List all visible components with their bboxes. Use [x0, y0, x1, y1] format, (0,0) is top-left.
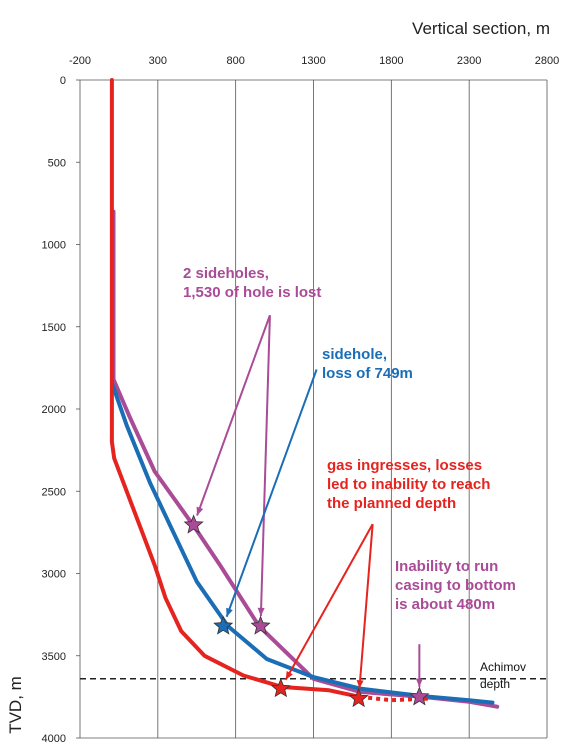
star-marker	[213, 615, 234, 635]
annotation-text: 2 sideholes, 1,530 of hole is lost	[183, 265, 321, 301]
annotation-text: sidehole, loss of 749m	[322, 346, 413, 382]
annotation-text-line: sidehole,	[322, 346, 387, 363]
y-tick-label: 1500	[42, 322, 66, 334]
annotation-leader-line	[196, 314, 271, 516]
annotation-text-line: gas ingresses, losses	[327, 457, 482, 474]
star-marker	[183, 514, 204, 534]
star-marker	[270, 678, 291, 698]
x-tick-label: 800	[226, 55, 244, 67]
annotation-leader-line	[259, 315, 271, 617]
axes-layer: -200 300 800 1300 1800 2300 2800 0 500 1000 1500 20…	[42, 55, 560, 745]
annotation-text-line: 1,530 of hole is lost	[183, 284, 321, 301]
annotation-text-line: Inability to run	[395, 558, 498, 575]
y-tick-label: 500	[48, 157, 66, 169]
achimov-label-line: Achimov	[480, 660, 526, 674]
y-axis-title: TVD, m	[6, 676, 25, 734]
annotation-text-line: the planned depth	[327, 495, 456, 512]
annotation-leader-line	[358, 524, 374, 689]
y-tick-label: 3000	[42, 569, 66, 581]
x-tick-label: 1800	[379, 55, 403, 67]
y-tick-label: 2500	[42, 486, 66, 498]
y-tick-label: 1000	[42, 240, 66, 252]
annotation-arrowhead	[285, 670, 293, 680]
annotation-text-line: 2 sideholes,	[183, 265, 269, 282]
annotation-leader-line	[225, 369, 318, 618]
x-tick-label: 2800	[535, 55, 559, 67]
star-marker	[250, 615, 271, 635]
x-tick-label: 1300	[301, 55, 325, 67]
annotation-arrowhead	[415, 678, 423, 687]
annotation-text-line: led to inability to reach	[327, 476, 490, 493]
y-tick-label: 2000	[42, 404, 66, 416]
achimov-label-line: depth	[480, 677, 510, 691]
annotation-text-line: casing to bottom	[395, 577, 516, 594]
annotation-text-line: loss of 749m	[322, 365, 413, 382]
annotation-arrowhead	[356, 680, 364, 689]
annotation-leader-line	[284, 523, 374, 681]
achimov-depth-label: Achimov depth	[480, 660, 526, 691]
annotation-arrowhead	[196, 506, 204, 516]
annotation-text-line: is about 480m	[395, 596, 495, 613]
x-tick-label: 300	[149, 55, 167, 67]
marker-layer	[183, 514, 430, 708]
series-line-1	[110, 382, 495, 705]
grid-layer	[79, 80, 548, 738]
x-tick-label: 2300	[457, 55, 481, 67]
y-tick-label: 0	[60, 75, 66, 87]
x-axis-title: Vertical section, m	[412, 19, 550, 38]
annotation-arrowhead	[226, 607, 233, 617]
annotation-layer: 2 sideholes, 1,530 of hole is lost sidehol…	[183, 265, 516, 689]
star-marker	[409, 686, 430, 706]
y-tick-label: 4000	[42, 733, 66, 745]
annotation-arrowhead	[257, 607, 265, 617]
annotation-text: gas ingresses, losses led to inability to…	[327, 457, 490, 512]
y-tick-label: 3500	[42, 651, 66, 663]
annotation-text: Inability to run casing to bottom is about…	[395, 558, 516, 613]
star-marker	[348, 687, 369, 708]
x-tick-label: -200	[69, 55, 91, 67]
